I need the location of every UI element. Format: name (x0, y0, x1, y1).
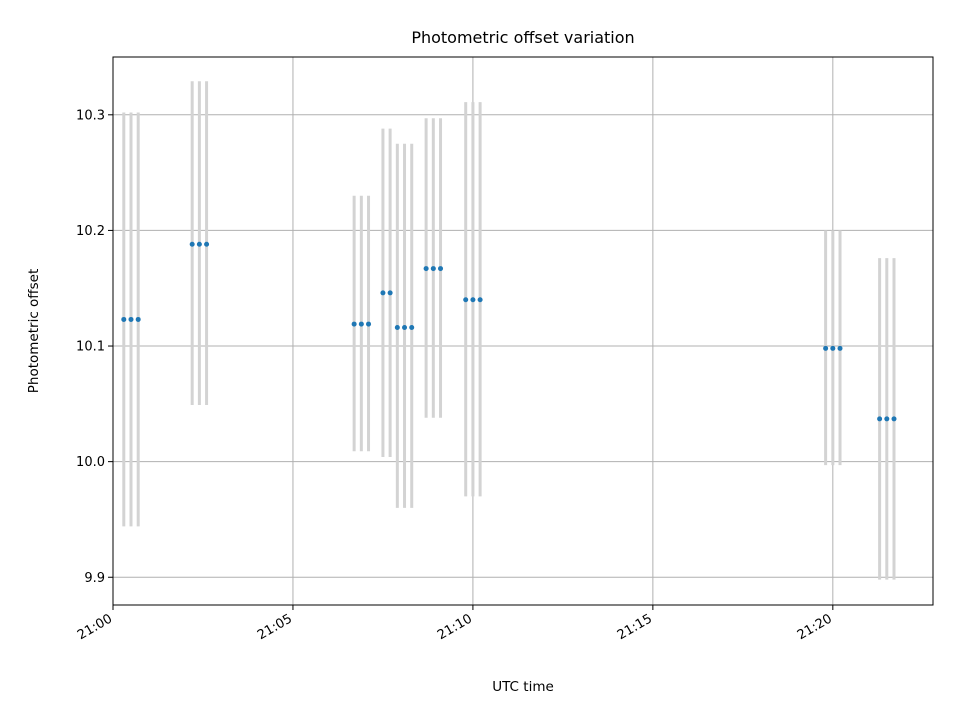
data-point (394, 325, 400, 331)
y-tick-label: 10.3 (76, 108, 105, 123)
data-point (128, 316, 134, 322)
data-point (884, 416, 890, 422)
y-axis-label: Photometric offset (26, 269, 42, 393)
plot-area (113, 57, 933, 605)
data-point (196, 241, 202, 247)
plot-frame (112, 56, 934, 606)
chart-title: Photometric offset variation (411, 28, 634, 47)
data-point (830, 345, 836, 351)
data-point (189, 241, 195, 247)
data-point (135, 316, 141, 322)
data-point (351, 321, 357, 327)
data-point (891, 416, 897, 422)
data-point (358, 321, 364, 327)
y-tick-label: 9.9 (84, 571, 105, 586)
data-point (366, 321, 372, 327)
data-point (121, 316, 127, 322)
y-tick-label: 10.0 (76, 455, 105, 470)
data-point (380, 290, 386, 296)
data-point (823, 345, 829, 351)
data-point (438, 266, 444, 272)
data-point (387, 290, 393, 296)
data-point (470, 297, 476, 303)
y-tick-label: 10.2 (76, 224, 105, 239)
data-point (423, 266, 429, 272)
data-point (837, 345, 843, 351)
data-point (477, 297, 483, 303)
data-point (430, 266, 436, 272)
data-point (409, 325, 415, 331)
data-point (402, 325, 408, 331)
y-tick-label: 10.1 (76, 340, 105, 355)
data-points (121, 241, 897, 422)
data-point (877, 416, 883, 422)
x-axis-label: UTC time (492, 679, 554, 695)
data-point (463, 297, 469, 303)
data-point (204, 241, 210, 247)
